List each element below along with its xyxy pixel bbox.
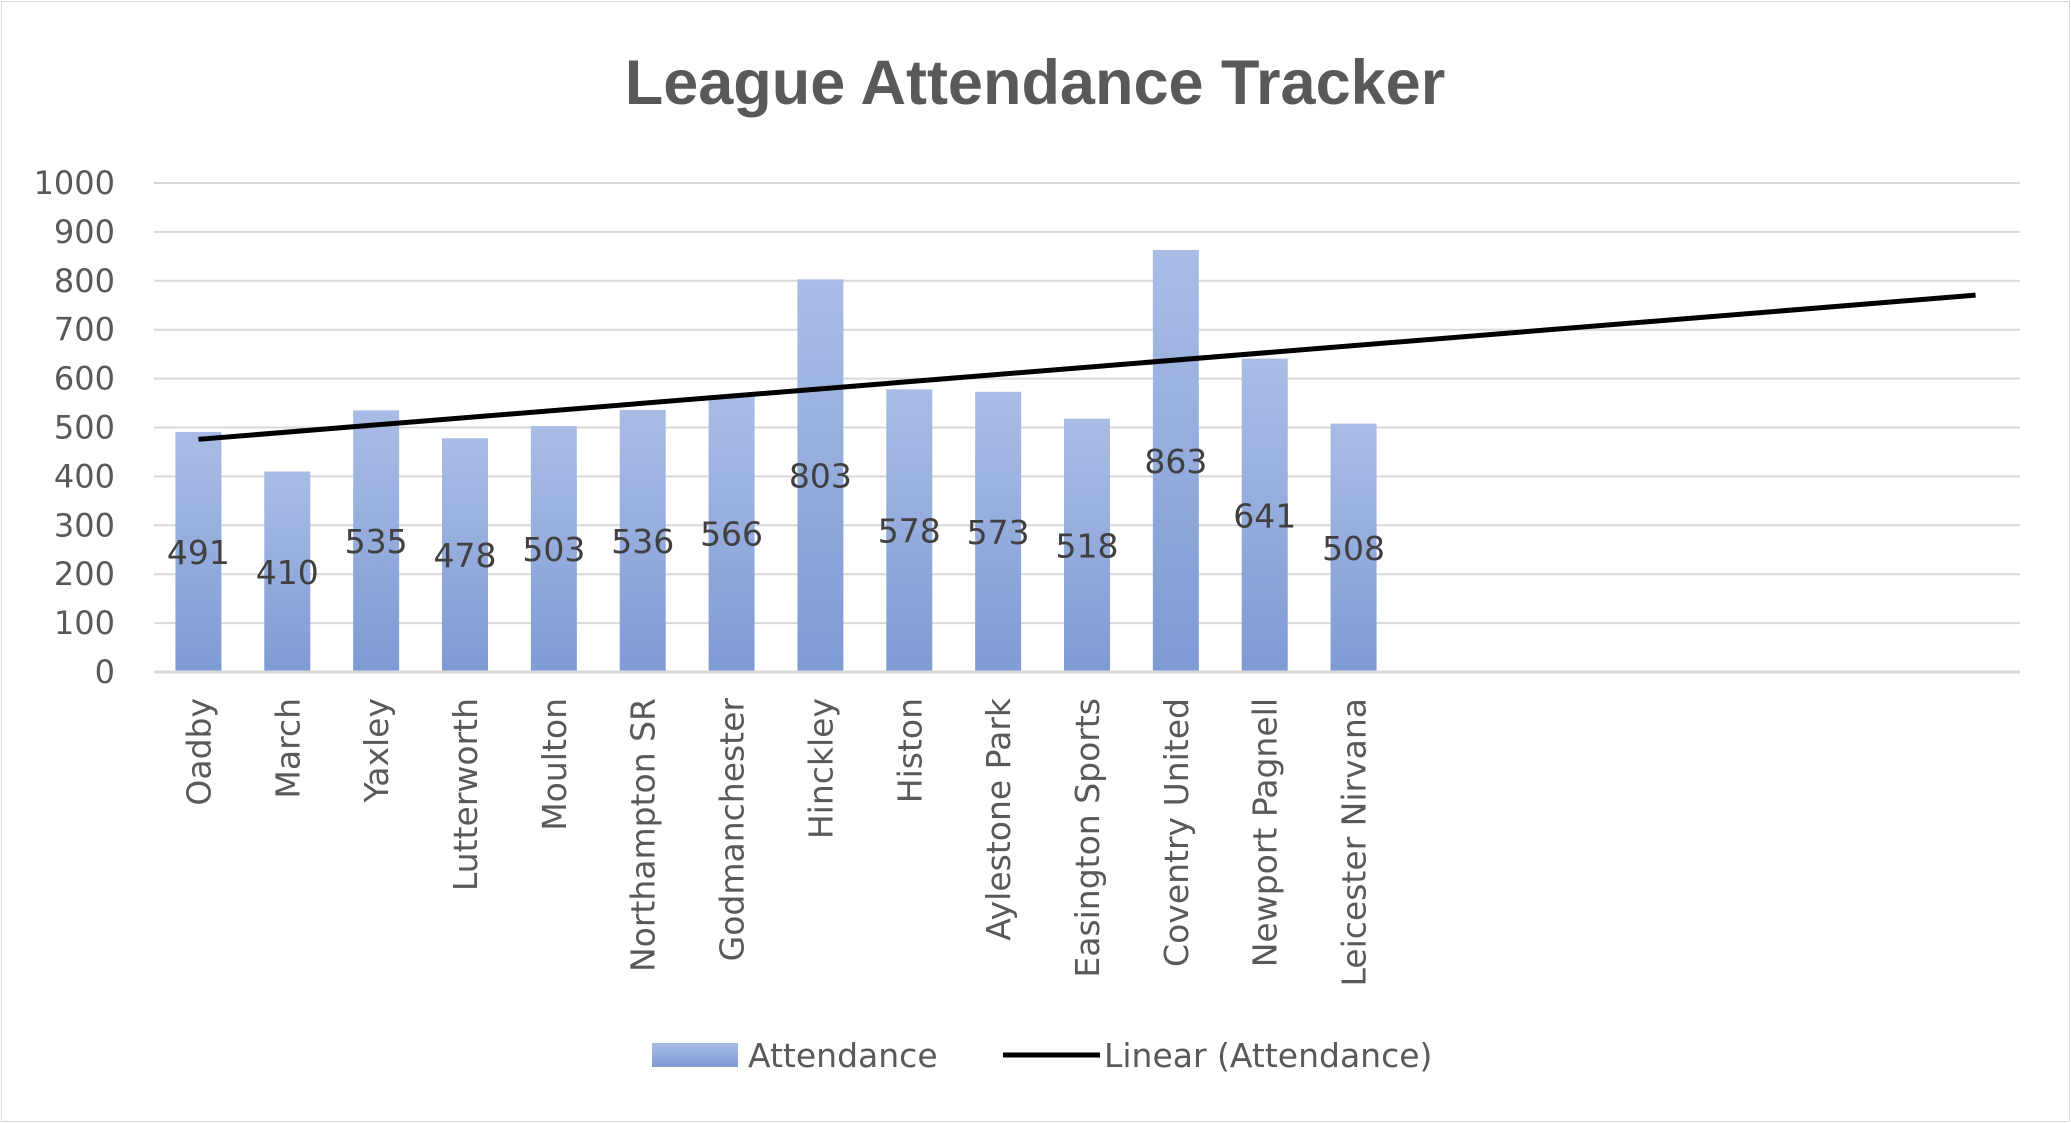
y-tick-label: 900 bbox=[54, 213, 115, 251]
data-label: 518 bbox=[1056, 526, 1119, 565]
y-tick-label: 0 bbox=[95, 653, 115, 691]
data-label: 566 bbox=[700, 515, 763, 554]
data-label: 641 bbox=[1233, 496, 1296, 535]
x-category-label: Newport Pagnell bbox=[1246, 698, 1285, 967]
data-label: 503 bbox=[522, 530, 585, 569]
bar[interactable] bbox=[1152, 249, 1199, 673]
bar[interactable] bbox=[1241, 358, 1288, 672]
bar[interactable] bbox=[442, 438, 488, 672]
bar[interactable] bbox=[1330, 423, 1377, 672]
data-label: 535 bbox=[345, 522, 408, 561]
x-category-label: Aylestone Park bbox=[979, 697, 1018, 941]
bar[interactable] bbox=[797, 279, 844, 672]
bar[interactable] bbox=[886, 389, 933, 672]
legend-swatch-attendance bbox=[652, 1043, 738, 1067]
x-category-label: Lutterworth bbox=[446, 698, 485, 891]
x-category-label: Coventry United bbox=[1157, 698, 1196, 967]
data-label: 491 bbox=[167, 533, 230, 572]
x-category-label: Yaxley bbox=[357, 698, 396, 803]
data-label: 863 bbox=[1144, 442, 1207, 481]
x-category-label: Leicester Nirvana bbox=[1335, 698, 1374, 987]
x-category-label: March bbox=[268, 698, 307, 799]
x-category-label: Oadby bbox=[179, 698, 218, 806]
bar[interactable] bbox=[264, 471, 311, 672]
bar[interactable] bbox=[975, 391, 1022, 672]
data-label: 573 bbox=[967, 513, 1030, 552]
legend[interactable]: Attendance Linear (Attendance) bbox=[652, 1036, 1432, 1075]
data-label: 803 bbox=[789, 457, 852, 496]
y-tick-label: 500 bbox=[54, 409, 115, 447]
y-tick-label: 400 bbox=[54, 457, 115, 495]
y-tick-label: 100 bbox=[54, 604, 115, 642]
y-tick-label: 1000 bbox=[34, 164, 115, 202]
data-label: 578 bbox=[878, 512, 941, 551]
data-label: 536 bbox=[611, 522, 674, 561]
x-category-label: Godmanchester bbox=[713, 698, 752, 962]
x-category-label: Northampton SR bbox=[624, 698, 663, 972]
x-category-label: Moulton bbox=[535, 698, 574, 831]
y-tick-label: 800 bbox=[54, 262, 115, 300]
legend-label-attendance: Attendance bbox=[748, 1036, 938, 1075]
data-labels: 491 410 535 478 503 536 566 803 578 573 518 863 641 5… bbox=[167, 442, 1385, 592]
y-tick-label: 300 bbox=[54, 506, 115, 544]
data-label: 508 bbox=[1322, 529, 1385, 568]
bar[interactable] bbox=[353, 410, 400, 672]
trendline[interactable] bbox=[198, 292, 1976, 442]
x-category-label: Histon bbox=[890, 698, 929, 803]
bar[interactable] bbox=[175, 431, 222, 672]
y-tick-label: 200 bbox=[54, 555, 115, 593]
bar[interactable] bbox=[708, 395, 755, 672]
data-label: 410 bbox=[256, 553, 319, 592]
bar[interactable] bbox=[619, 409, 666, 672]
y-tick-label: 700 bbox=[54, 311, 115, 349]
bars bbox=[175, 249, 1377, 673]
x-category-label: Easington Sports bbox=[1068, 698, 1107, 978]
x-axis-categories: Oadby March Yaxley Lutterworth Moulton Northa… bbox=[179, 697, 1373, 986]
y-axis-ticks: 0 100 200 300 400 500 600 700 800 900 1000 bbox=[34, 164, 115, 691]
y-tick-label: 600 bbox=[54, 360, 115, 398]
chart-title: League Attendance Tracker bbox=[625, 48, 1445, 118]
trendline-layer bbox=[198, 292, 1976, 442]
bar[interactable] bbox=[1064, 418, 1110, 672]
data-label: 478 bbox=[434, 536, 497, 575]
bar[interactable] bbox=[530, 426, 577, 672]
legend-label-trendline: Linear (Attendance) bbox=[1104, 1036, 1432, 1075]
x-category-label: Hinckley bbox=[801, 698, 840, 839]
